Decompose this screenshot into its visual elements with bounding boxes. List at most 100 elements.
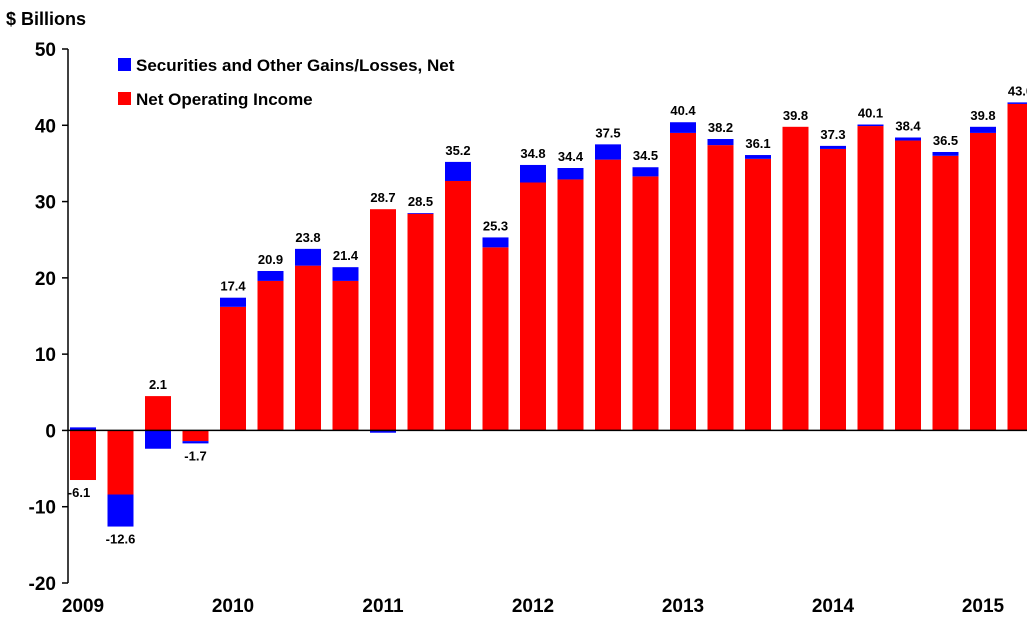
bar-securities-gains-losses: [145, 430, 171, 449]
y-tick-label: -20: [29, 574, 56, 595]
bar-net-operating-income: [595, 159, 621, 431]
data-label: 25.3: [483, 218, 508, 233]
y-tick-label: -10: [29, 498, 56, 519]
bar-securities-gains-losses: [257, 270, 284, 281]
x-tick-label: 2009: [62, 596, 104, 617]
x-tick-label: 2013: [662, 596, 704, 617]
data-label: 37.3: [820, 127, 845, 142]
bar-securities-gains-losses: [932, 151, 959, 156]
bar-net-operating-income: [632, 176, 659, 431]
data-label: 34.8: [520, 146, 545, 161]
bar-securities-gains-losses: [820, 145, 846, 149]
data-label: 40.4: [670, 103, 696, 118]
y-tick-label: 30: [35, 193, 56, 214]
bar-net-operating-income: [182, 430, 209, 442]
bar-securities-gains-losses: [557, 168, 584, 180]
y-tick-label: 50: [35, 40, 56, 61]
data-label: 43.0: [1008, 83, 1027, 98]
data-label: 28.7: [370, 190, 395, 205]
bar-net-operating-income: [895, 140, 921, 431]
y-tick-label: 20: [35, 269, 56, 290]
bars: [70, 102, 1027, 527]
bar-securities-gains-losses: [107, 494, 134, 527]
bar-net-operating-income: [670, 132, 696, 431]
bar-securities-gains-losses: [220, 297, 246, 307]
bar-securities-gains-losses: [595, 144, 621, 160]
bar-net-operating-income: [370, 209, 396, 431]
bar-securities-gains-losses: [407, 213, 434, 214]
bar-net-operating-income: [1007, 103, 1027, 431]
data-label: -1.7: [184, 448, 206, 463]
bar-net-operating-income: [782, 126, 809, 431]
bar-securities-gains-losses: [520, 164, 546, 183]
x-tick-label: 2015: [962, 596, 1005, 617]
bar-net-operating-income: [932, 155, 959, 431]
bar-securities-gains-losses: [970, 126, 996, 133]
bar-securities-gains-losses: [445, 161, 471, 181]
bar-net-operating-income: [857, 126, 884, 431]
x-tick-label: 2010: [212, 596, 254, 617]
bar-securities-gains-losses: [370, 430, 396, 433]
y-tick-label: 40: [35, 116, 56, 137]
data-label: 36.5: [933, 133, 958, 148]
bar-net-operating-income: [970, 132, 996, 431]
data-label: 34.4: [558, 149, 584, 164]
bar-net-operating-income: [407, 213, 434, 431]
data-label: 39.8: [783, 108, 808, 123]
bar-net-operating-income: [220, 306, 246, 431]
bar-securities-gains-losses: [295, 248, 321, 266]
legend-label-net-operating-income: Net Operating Income: [136, 90, 313, 109]
x-tick-label: 2011: [362, 596, 404, 617]
legend-label-securities: Securities and Other Gains/Losses, Net: [136, 56, 455, 75]
x-tick-label: 2012: [512, 596, 554, 617]
bar-net-operating-income: [520, 182, 546, 431]
bar-net-operating-income: [745, 158, 771, 431]
data-label: 28.5: [408, 194, 433, 209]
bar-net-operating-income: [707, 145, 734, 431]
bar-net-operating-income: [145, 396, 171, 431]
legend-swatch-securities: [118, 58, 131, 71]
data-label: 34.5: [633, 148, 658, 163]
bar-net-operating-income: [557, 179, 584, 431]
data-label: 35.2: [445, 143, 470, 158]
data-label: 38.2: [708, 120, 733, 135]
y-axis-unit-label: $ Billions: [6, 9, 86, 29]
data-labels: -6.1 -12.6 2.1 -1.7 17.4 20.9 23.8 21.4 28.7 28.5…: [68, 83, 1027, 546]
bar-securities-gains-losses: [1007, 102, 1027, 104]
y-axis: -20 -10 0 10 20 30 40 50: [29, 40, 69, 595]
data-label: 17.4: [220, 279, 246, 294]
bar-net-operating-income: [107, 430, 134, 495]
data-label: 37.5: [595, 125, 620, 140]
x-tick-label: 2014: [812, 596, 855, 617]
bar-net-operating-income: [482, 247, 509, 431]
data-label: 36.1: [745, 136, 770, 151]
bar-securities-gains-losses: [70, 427, 96, 431]
legend-swatch-net-operating-income: [118, 92, 131, 105]
data-label: 20.9: [258, 252, 283, 267]
legend: Securities and Other Gains/Losses, Net N…: [118, 56, 455, 109]
bar-net-operating-income: [332, 280, 359, 431]
bar-securities-gains-losses: [707, 139, 734, 146]
y-tick-label: 10: [35, 345, 56, 366]
bar-securities-gains-losses: [182, 441, 209, 444]
data-label: 2.1: [149, 377, 167, 392]
bar-net-operating-income: [257, 280, 284, 431]
bar-net-operating-income: [70, 430, 96, 481]
bar-securities-gains-losses: [895, 137, 921, 141]
bar-net-operating-income: [295, 265, 321, 431]
bar-securities-gains-losses: [632, 167, 659, 177]
data-label: 40.1: [858, 106, 883, 121]
y-tick-label: 0: [45, 421, 56, 442]
bar-securities-gains-losses: [482, 237, 509, 248]
x-axis: 2009 2010 2011 2012 2013 2014 2015: [62, 429, 1027, 617]
bar-net-operating-income: [445, 180, 471, 431]
bar-securities-gains-losses: [670, 122, 696, 133]
data-label: 21.4: [333, 248, 359, 263]
data-label: 39.8: [970, 108, 995, 123]
data-label: -12.6: [106, 532, 136, 547]
data-label: -6.1: [68, 485, 90, 500]
data-label: 23.8: [295, 230, 320, 245]
bar-securities-gains-losses: [745, 155, 771, 159]
bar-securities-gains-losses: [857, 124, 884, 127]
